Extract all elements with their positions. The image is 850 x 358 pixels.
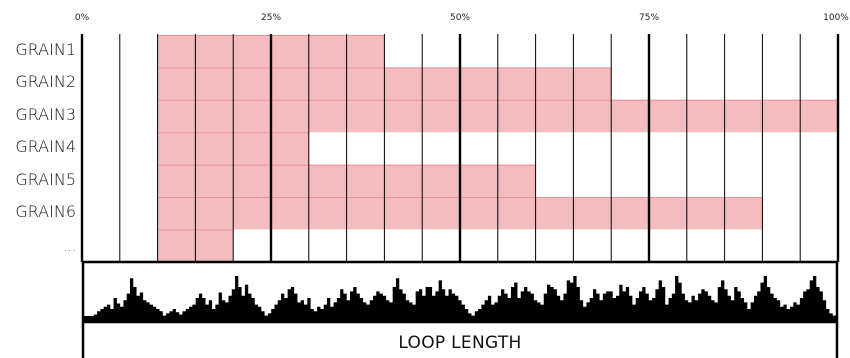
grain-label-4: GRAIN4 <box>15 137 76 156</box>
loop-length-label: LOOP LENGTH <box>398 333 522 353</box>
grain-label-3: GRAIN3 <box>15 105 76 124</box>
grain-label-more: ... <box>63 240 76 255</box>
waveform-panel <box>81 260 839 324</box>
grid-lines <box>80 34 840 262</box>
waveform-frame <box>81 260 839 324</box>
grain-label-2: GRAIN2 <box>15 72 76 91</box>
axis-tick-100: 100% <box>823 13 849 23</box>
axis-tick-50: 50% <box>449 13 471 23</box>
grain-label-6: GRAIN6 <box>15 202 76 221</box>
loop-length-panel <box>81 322 839 358</box>
grain-label-1: GRAIN1 <box>15 40 76 59</box>
axis-tick-75: 75% <box>638 13 660 23</box>
axis-tick-0: 0% <box>74 13 90 23</box>
axis-tick-25: 25% <box>260 13 282 23</box>
grain-label-5: GRAIN5 <box>15 170 76 189</box>
waveform-baseline <box>82 316 838 321</box>
waveform-shape <box>84 276 836 320</box>
